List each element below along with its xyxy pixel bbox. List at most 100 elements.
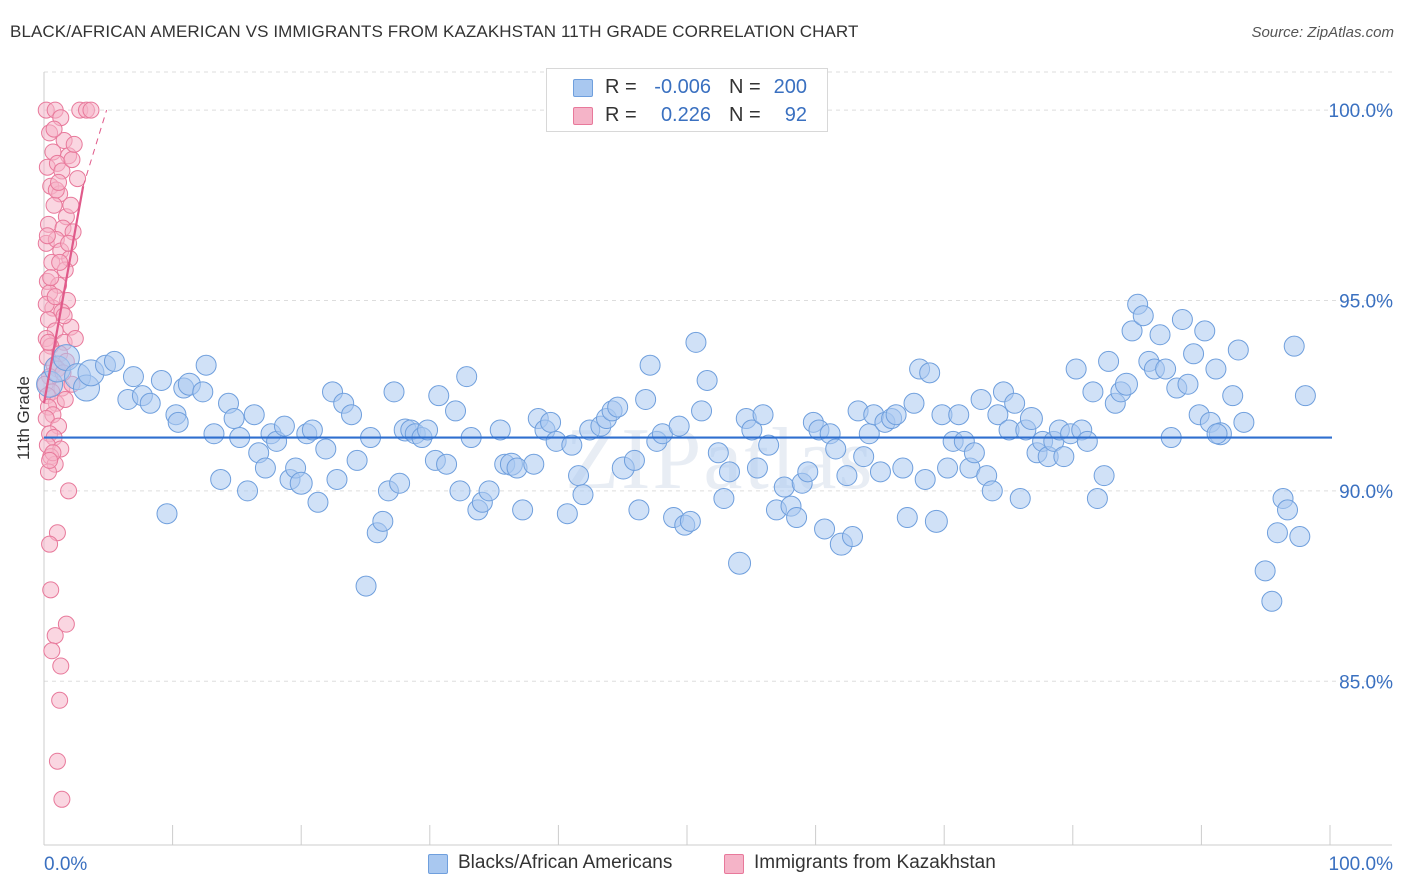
series-blacks-african-americans: [36, 293, 1316, 612]
data-point-black: [639, 354, 661, 376]
legend-swatch-pink: [573, 107, 593, 125]
data-point-black: [1082, 381, 1104, 403]
data-point-black: [237, 480, 259, 502]
data-point-kazakhstan: [82, 101, 100, 119]
data-point-black: [1019, 407, 1043, 431]
data-point-black: [167, 411, 189, 433]
data-point-black: [1093, 465, 1115, 487]
data-point-black: [210, 468, 232, 490]
data-point-black: [1277, 499, 1299, 521]
data-point-black: [1121, 320, 1143, 342]
data-point-black: [326, 468, 348, 490]
data-point-black: [797, 461, 819, 483]
data-point-black: [540, 411, 562, 433]
legend-n-value: 200: [773, 76, 807, 98]
legend-r-label: R =: [605, 76, 637, 98]
data-point-black: [389, 472, 411, 494]
data-point-black: [981, 480, 1003, 502]
bottom-legend-swatch-blue: [428, 854, 448, 874]
data-point-kazakhstan: [53, 790, 71, 808]
data-point-black: [853, 446, 875, 468]
legend-row-pink: R = 0.226 N = 92: [547, 101, 827, 129]
data-point-black: [786, 507, 808, 529]
data-point-black: [903, 392, 925, 414]
data-point-black: [456, 366, 478, 388]
data-point-black: [728, 551, 752, 575]
bottom-legend-swatch-pink: [724, 854, 744, 874]
data-point-kazakhstan: [41, 451, 59, 469]
trend-line-kazakhstan-extension: [82, 109, 108, 187]
data-point-black: [1009, 487, 1031, 509]
data-point-black: [607, 396, 629, 418]
data-point-black: [1266, 522, 1288, 544]
data-point-black: [301, 419, 323, 441]
data-point-kazakhstan: [60, 482, 78, 500]
data-point-black: [1086, 487, 1108, 509]
data-point-black: [243, 404, 265, 426]
data-point-kazakhstan: [66, 330, 84, 348]
data-point-kazakhstan: [51, 253, 69, 271]
legend-r-label: R =: [605, 104, 637, 126]
data-point-black: [919, 362, 941, 384]
data-point-black: [1065, 358, 1087, 380]
data-point-kazakhstan: [69, 170, 87, 188]
data-point-black: [195, 354, 217, 376]
y-tick-label: 90.0%: [1339, 482, 1393, 503]
data-point-kazakhstan: [57, 615, 75, 633]
data-point-black: [836, 465, 858, 487]
data-point-black: [122, 366, 144, 388]
data-point-black: [512, 499, 534, 521]
data-point-kazakhstan: [45, 120, 63, 138]
data-point-black: [289, 471, 313, 495]
data-point-kazakhstan: [46, 288, 64, 306]
y-tick-label: 95.0%: [1339, 291, 1393, 312]
stats-legend: R = -0.006 N = 200 R = 0.226 N = 92: [546, 68, 828, 132]
data-point-black: [741, 419, 763, 441]
x-tick-label: 0.0%: [44, 854, 87, 875]
data-point-black: [489, 419, 511, 441]
data-point-black: [1294, 385, 1316, 407]
data-point-black: [937, 457, 959, 479]
data-point-black: [436, 453, 458, 475]
data-point-black: [1261, 590, 1283, 612]
data-point-black: [307, 491, 329, 513]
data-point-kazakhstan: [41, 535, 59, 553]
data-point-black: [1205, 358, 1227, 380]
data-point-black: [315, 438, 337, 460]
data-point-black: [668, 415, 690, 437]
data-point-black: [970, 388, 992, 410]
legend-swatch-blue: [573, 79, 593, 97]
data-point-kazakhstan: [42, 269, 60, 287]
data-point-kazakhstan: [39, 333, 57, 351]
data-point-black: [948, 404, 970, 426]
data-point-black: [445, 400, 467, 422]
chart-title: BLACK/AFRICAN AMERICAN VS IMMIGRANTS FRO…: [10, 22, 859, 41]
data-point-black: [1004, 392, 1026, 414]
data-point-kazakhstan: [38, 227, 56, 245]
chart-source: Source: ZipAtlas.com: [1251, 24, 1394, 41]
data-point-kazakhstan: [62, 196, 80, 214]
data-point-black: [1149, 324, 1171, 346]
data-point-kazakhstan: [46, 627, 64, 645]
data-point-black: [1132, 305, 1154, 327]
data-point-black: [417, 419, 439, 441]
data-point-black: [203, 423, 225, 445]
data-point-black: [896, 507, 918, 529]
data-point-black: [223, 408, 245, 430]
data-point-black: [572, 484, 594, 506]
data-point-black: [885, 404, 907, 426]
data-point-black: [696, 369, 718, 391]
trend-line-kazakhstan: [42, 186, 85, 404]
data-point-black: [1254, 560, 1276, 582]
data-point-black: [1227, 339, 1249, 361]
series-immigrants-kazakhstan: [36, 101, 100, 808]
data-point-black: [192, 381, 214, 403]
data-point-kazakhstan: [52, 657, 70, 675]
data-point-black: [685, 331, 707, 353]
data-point-black: [1114, 372, 1138, 396]
data-point-black: [568, 465, 590, 487]
data-point-black: [869, 461, 891, 483]
bottom-legend-label-blue: Blacks/African Americans: [458, 852, 673, 873]
data-point-kazakhstan: [50, 173, 68, 191]
